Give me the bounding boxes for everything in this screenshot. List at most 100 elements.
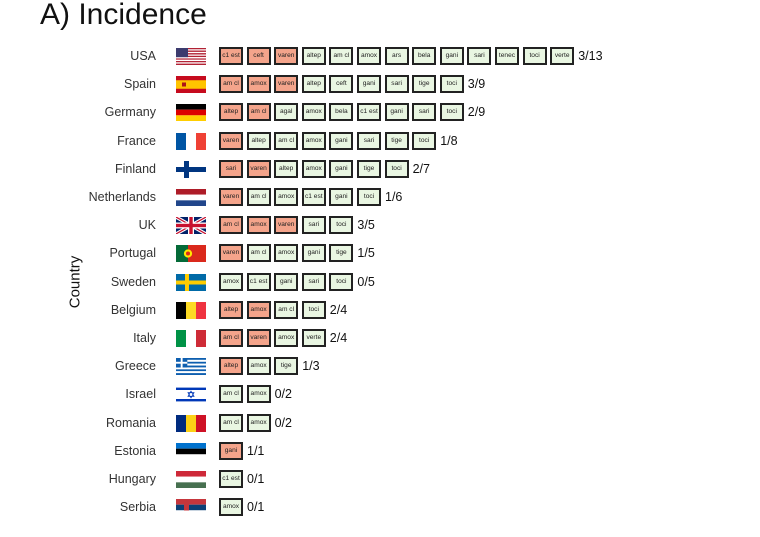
y-axis-label: Country: [66, 255, 84, 309]
drug-cell: tige: [412, 75, 437, 94]
drug-cell: altep: [274, 159, 299, 178]
drug-cell: amox: [246, 300, 271, 319]
ratio-label: 1/1: [247, 443, 265, 458]
drug-cell: verte: [550, 47, 575, 65]
drug-cell: c1 est: [301, 188, 326, 206]
ratio-label: 2/9: [467, 105, 486, 120]
drug-cell: amox: [246, 385, 271, 404]
drug-cell: c1 est: [357, 103, 381, 122]
drug-cell: am cl: [246, 188, 271, 206]
drug-cell: gani: [301, 244, 326, 263]
flag-belgium-icon: [176, 301, 206, 319]
country-label: Romania: [105, 415, 156, 430]
ratio-label: 1/8: [440, 133, 458, 148]
drug-cell: varen: [219, 131, 243, 150]
country-label: UK: [138, 218, 156, 233]
drug-cell: toci: [329, 272, 354, 291]
drug-cell: gani: [357, 75, 381, 94]
drug-cell: sari: [412, 103, 437, 122]
drug-cell: amox: [301, 103, 326, 122]
drug-cell: tige: [329, 244, 354, 263]
drug-cell: varen: [246, 329, 271, 347]
drug-cell: amox: [357, 47, 381, 65]
flag-italy-icon: [176, 330, 206, 347]
drug-cell: amox: [246, 357, 271, 376]
drug-cell: amox: [301, 159, 326, 178]
country-label: Sweden: [110, 274, 156, 289]
flag-israel-icon: [176, 386, 206, 404]
flag-estonia-icon: [176, 442, 206, 460]
country-label: Germany: [104, 105, 156, 120]
drug-cell: c1 est: [246, 272, 271, 291]
drug-cell: toci: [439, 103, 464, 122]
drug-cell: altep: [219, 103, 243, 122]
ratio-label: 1/6: [385, 190, 403, 204]
ratio-label: 0/5: [357, 274, 375, 289]
drug-cell: toci: [439, 75, 464, 94]
drug-cell: gani: [384, 103, 409, 122]
ratio-label: 1/5: [357, 246, 375, 261]
drug-cell: amox: [246, 413, 271, 432]
ratio-label: 3/5: [357, 218, 375, 233]
ratio-label: 0/1: [247, 500, 265, 515]
drug-cell: toci: [412, 131, 437, 150]
drug-cell: am cl: [246, 244, 271, 263]
drug-cell: bela: [329, 103, 354, 122]
drug-cell: amox: [246, 75, 271, 94]
flag-spain-icon: [176, 76, 206, 94]
country-label: Netherlands: [88, 190, 156, 204]
ratio-label: 0/2: [274, 415, 292, 430]
drug-cell: am cl: [246, 103, 271, 122]
flag-sweden-icon: [176, 273, 206, 291]
drug-cell: tige: [357, 159, 381, 178]
country-label: Portugal: [109, 246, 156, 261]
drug-cell: amox: [274, 188, 299, 206]
flag-finland-icon: [176, 160, 206, 178]
ratio-label: 1/3: [302, 359, 320, 374]
drug-cell: varen: [219, 244, 243, 263]
drug-cell: ars: [384, 47, 409, 65]
drug-cell: am cl: [219, 413, 243, 432]
drug-cell: sari: [301, 216, 326, 235]
drug-cell: am cl: [329, 47, 354, 65]
flag-portugal-icon: [176, 245, 206, 263]
drug-cell: amox: [274, 329, 299, 347]
flag-germany-icon: [176, 104, 206, 122]
drug-cell: toci: [522, 47, 547, 65]
country-label: Spain: [124, 77, 156, 92]
drug-cell: varen: [274, 75, 299, 94]
drug-cell: c1 est: [219, 470, 243, 488]
ratio-label: 3/13: [578, 49, 603, 63]
flag-greece-icon: [176, 358, 206, 376]
flag-romania-icon: [176, 414, 206, 432]
drug-cell: toci: [329, 216, 354, 235]
flag-netherlands-icon: [176, 189, 206, 206]
country-label: France: [117, 133, 156, 148]
drug-cell: varen: [246, 159, 271, 178]
drug-cell: am cl: [219, 385, 243, 404]
drug-cell: bela: [412, 47, 437, 65]
flag-uk-icon: [175, 215, 207, 236]
drug-cell: amox: [219, 272, 243, 291]
drug-cell: varen: [274, 47, 299, 65]
drug-cell: sari: [467, 47, 492, 65]
drug-cell: ceft: [329, 75, 354, 94]
country-label: Finland: [115, 161, 156, 176]
drug-cell: tige: [274, 357, 299, 376]
country-label: Hungary: [108, 472, 156, 486]
drug-cell: altep: [219, 300, 243, 319]
chart-title: A) Incidence: [40, 0, 207, 31]
drug-cell: am cl: [274, 131, 299, 150]
ratio-label: 2/4: [329, 302, 348, 317]
drug-cell: varen: [274, 216, 299, 235]
drug-cell: agal: [274, 103, 299, 122]
drug-cell: c1 est: [219, 47, 243, 65]
flag-usa-icon: [176, 48, 206, 65]
drug-cell: gani: [329, 159, 354, 178]
country-label: Estonia: [114, 443, 156, 458]
drug-cell: toci: [384, 159, 409, 178]
ratio-label: 2/4: [329, 331, 348, 345]
drug-cell: verte: [301, 329, 326, 347]
country-label: Belgium: [110, 302, 156, 317]
drug-cell: altep: [301, 75, 326, 94]
